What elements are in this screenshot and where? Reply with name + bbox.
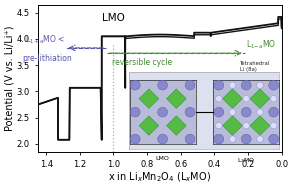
Text: reversible cycle: reversible cycle [112, 58, 172, 67]
Text: $\mathrm{L_{1\!-\!a}MO}$: $\mathrm{L_{1\!-\!a}MO}$ [246, 39, 276, 51]
Text: Tetrahedral
Li (8a): Tetrahedral Li (8a) [228, 61, 270, 86]
Text: Pre-lithiation: Pre-lithiation [181, 101, 228, 106]
Text: $\mathrm{L_{1+a}MO}$ <: $\mathrm{L_{1+a}MO}$ < [25, 33, 66, 46]
Text: Octahedral
Li (16c): Octahedral Li (16c) [228, 86, 269, 111]
X-axis label: x in Li$_x$Mn$_2$O$_4$ (L$_x$MO): x in Li$_x$Mn$_2$O$_4$ (L$_x$MO) [108, 170, 211, 184]
Y-axis label: Potential (V vs. Li/Li⁺): Potential (V vs. Li/Li⁺) [5, 26, 15, 131]
Text: LMO: LMO [102, 13, 125, 23]
Text: pre-lithiation: pre-lithiation [23, 54, 72, 63]
Text: Octahedral
Mn (16d): Octahedral Mn (16d) [203, 113, 243, 136]
